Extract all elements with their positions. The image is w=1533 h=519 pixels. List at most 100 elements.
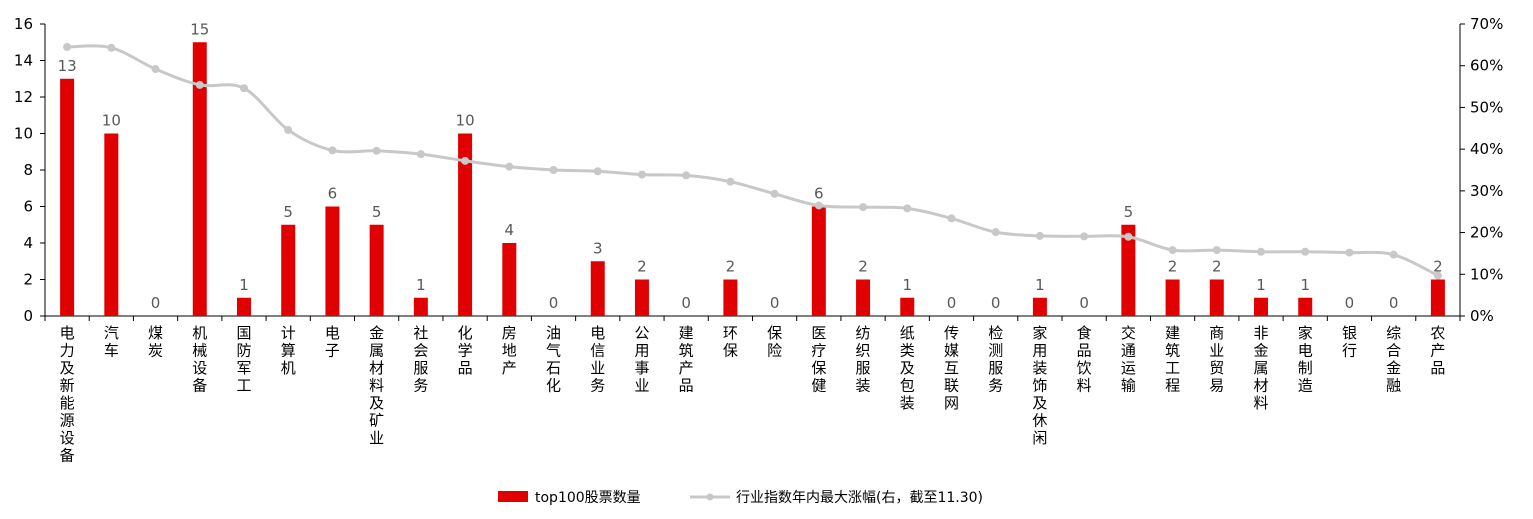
- bar: [1032, 297, 1047, 316]
- bar: [1430, 279, 1445, 316]
- bar-data-label: 1: [1256, 276, 1266, 294]
- bar: [1254, 297, 1269, 316]
- line-point: [1389, 250, 1398, 259]
- category-label: 煤炭: [148, 324, 163, 360]
- category-label: 国防军工: [236, 324, 251, 395]
- y-left-tick-label: 2: [23, 271, 33, 289]
- bar: [634, 279, 649, 316]
- y-right-tick-label: 70%: [1470, 15, 1503, 33]
- category-label: 电信业务: [590, 324, 605, 395]
- bar: [458, 133, 473, 316]
- line-point: [859, 203, 868, 212]
- bar: [236, 297, 251, 316]
- bar-data-label: 2: [1212, 258, 1222, 276]
- bar-data-label: 2: [1168, 258, 1178, 276]
- line-point: [1301, 247, 1310, 256]
- bar-data-label: 2: [1433, 258, 1443, 276]
- line-point: [284, 125, 293, 134]
- bar-data-label: 0: [947, 294, 957, 312]
- line-point: [1257, 247, 1266, 256]
- legend-bar-swatch: [498, 491, 528, 502]
- bar-data-label: 2: [637, 258, 647, 276]
- bar-data-label: 10: [456, 112, 475, 130]
- bar-data-label: 2: [858, 258, 868, 276]
- line-point: [195, 80, 204, 89]
- legend-bar-label: top100股票数量: [535, 490, 641, 506]
- legend: top100股票数量 行业指数年内最大涨幅(右，截至11.30): [498, 490, 983, 506]
- bar: [104, 133, 119, 316]
- line-point: [593, 167, 602, 176]
- bar-data-label: 13: [58, 57, 77, 75]
- line-point: [239, 84, 248, 93]
- bar-data-label: 0: [1389, 294, 1399, 312]
- y-left-tick-label: 6: [23, 198, 33, 216]
- legend-line-label: 行业指数年内最大涨幅(右，截至11.30): [736, 490, 983, 506]
- category-label: 环保: [723, 324, 738, 360]
- line-point: [903, 204, 912, 213]
- category-label: 社会服务: [413, 324, 428, 395]
- category-label: 化学品: [458, 324, 473, 377]
- bar: [811, 206, 826, 316]
- line-point: [770, 189, 779, 198]
- bar-series: [60, 42, 1445, 316]
- bar-data-label: 15: [190, 20, 209, 38]
- bar: [369, 224, 384, 316]
- category-label: 医疗保健: [811, 324, 826, 395]
- bar-data-label: 3: [593, 239, 603, 257]
- category-label: 房地产: [502, 324, 517, 377]
- line-point: [549, 166, 558, 174]
- bar: [1121, 224, 1136, 316]
- line-path: [67, 44, 1439, 277]
- bar-data-label: 1: [1035, 276, 1045, 294]
- line-point: [947, 214, 956, 223]
- category-label: 机械设备: [192, 324, 207, 395]
- bar-data-label: 0: [151, 294, 161, 312]
- category-label: 建筑工程: [1165, 324, 1180, 395]
- line-point: [991, 228, 1000, 237]
- y-left-tick-label: 14: [14, 52, 33, 70]
- category-label: 银行: [1342, 324, 1357, 360]
- bar-data-label: 0: [1345, 294, 1355, 312]
- y-right-tick-label: 0%: [1470, 307, 1494, 325]
- category-label: 检测服务: [988, 324, 1003, 395]
- bar-data-label: 10: [102, 112, 121, 130]
- y-right-tick-label: 40%: [1470, 140, 1503, 158]
- line-point: [63, 42, 72, 51]
- category-label: 传媒互联网: [944, 324, 959, 412]
- line-point: [416, 150, 425, 159]
- bar: [325, 206, 340, 316]
- category-label: 非金属材料: [1254, 324, 1269, 412]
- category-label: 保险: [767, 324, 782, 360]
- y-left-tick-label: 4: [23, 234, 33, 252]
- bar-data-label: 0: [991, 294, 1001, 312]
- bar-data-label: 2: [726, 258, 736, 276]
- bar: [856, 279, 871, 316]
- line-point: [1124, 232, 1133, 241]
- category-label: 商业贸易: [1209, 324, 1224, 395]
- bar-data-label: 0: [1079, 294, 1089, 312]
- line-point: [1035, 231, 1044, 240]
- y-left-tick-label: 8: [23, 161, 33, 179]
- category-label: 金属材料及矿业: [369, 324, 384, 447]
- category-label: 汽车: [104, 324, 119, 360]
- y-left-tick-label: 0: [23, 307, 33, 325]
- bar-data-label: 1: [902, 276, 912, 294]
- bar-data-label: 4: [505, 221, 515, 239]
- category-label: 公用事业: [634, 324, 649, 395]
- line-point: [1433, 271, 1442, 280]
- bar: [900, 297, 915, 316]
- line-point: [1080, 232, 1089, 241]
- category-label: 农产品: [1430, 324, 1445, 377]
- category-label: 纸类及包装: [900, 324, 915, 412]
- category-label: 交通运输: [1121, 324, 1136, 395]
- line-point: [328, 146, 337, 155]
- bar: [1298, 297, 1313, 316]
- category-label: 食品饮料: [1077, 324, 1092, 395]
- bar-data-label: 5: [372, 203, 382, 221]
- bar: [1165, 279, 1180, 316]
- bar: [281, 224, 296, 316]
- category-label: 家电制造: [1298, 324, 1313, 395]
- category-label: 计算机: [281, 324, 296, 377]
- category-label: 电子: [325, 324, 340, 360]
